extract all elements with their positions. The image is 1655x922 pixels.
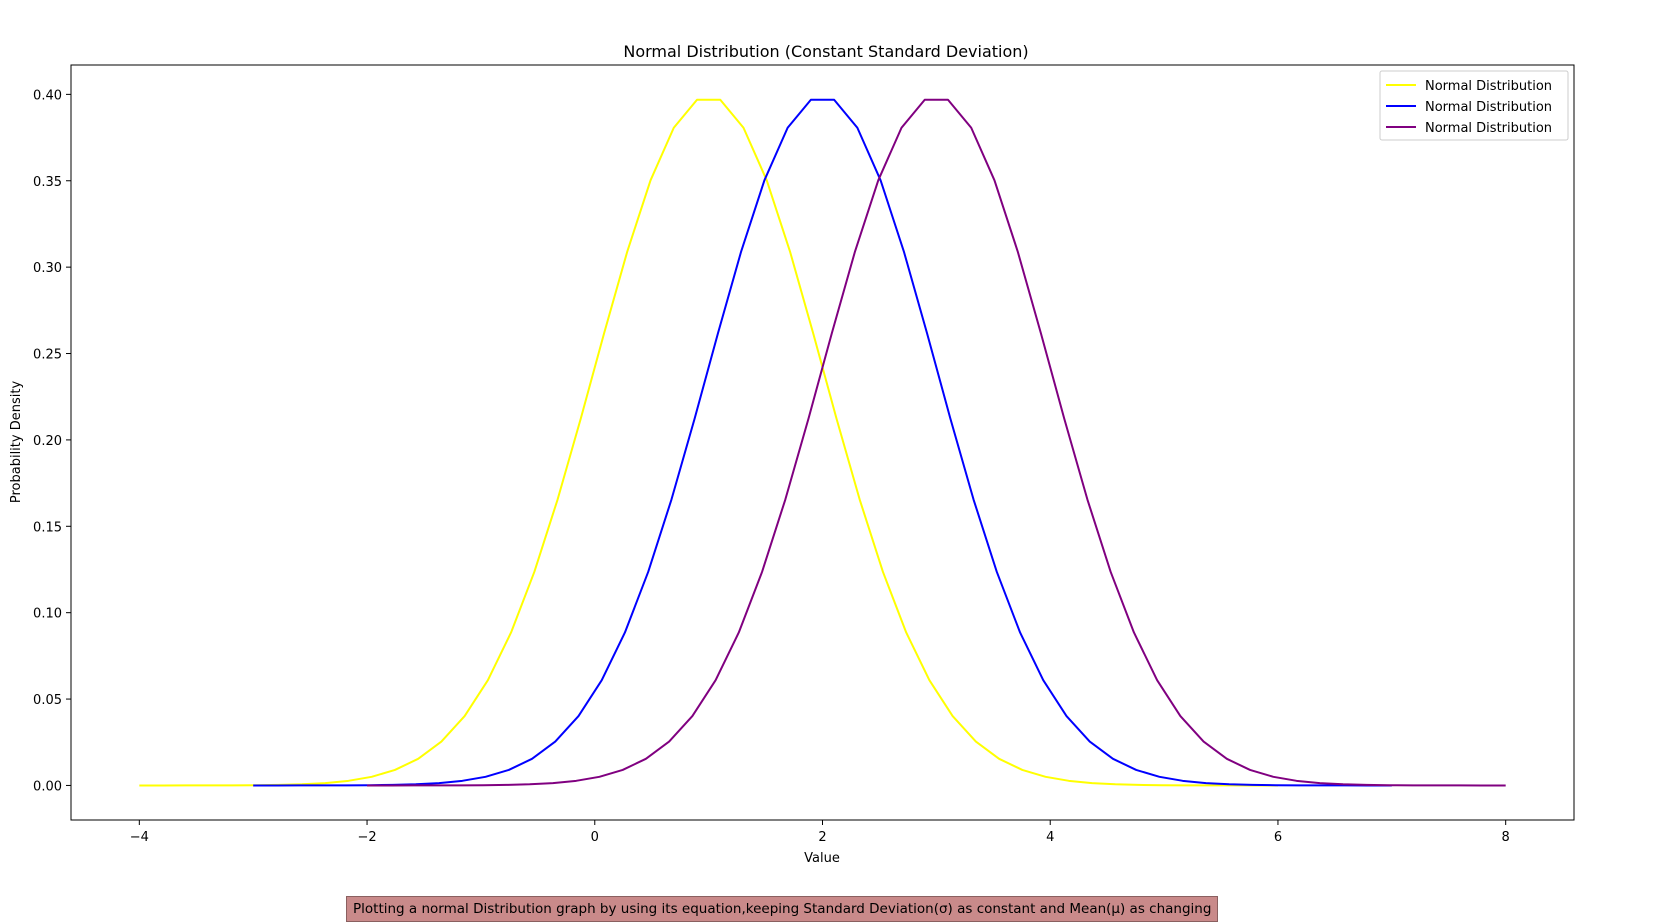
legend: Normal Distribution Normal Distribution … [1379,70,1569,141]
plot-area-frame [70,64,1575,821]
x-axis-ticks: −4 −2 0 2 4 6 8 [130,820,1510,845]
x-axis-label: Value [804,851,840,866]
legend-label-series-1: Normal Distribution [1425,79,1552,94]
y-tick-label: 0.40 [33,88,62,103]
y-axis-ticks: 0.00 0.05 0.10 0.15 0.20 0.25 0.30 0.35 0.40 [33,88,71,794]
y-axis-label: Probability Density [9,381,24,504]
x-tick-label: −4 [130,830,149,845]
series-line-3 [367,98,1506,787]
series-line-2 [253,98,1392,787]
legend-frame [1379,70,1569,141]
normal-distribution-chart: Normal Distribution (Constant Standard D… [9,42,1575,866]
y-tick-label: 0.20 [33,434,62,449]
y-tick-label: 0.05 [33,693,62,708]
x-tick-label: 0 [591,830,599,845]
x-tick-label: 2 [818,830,826,845]
y-tick-label: 0.15 [33,520,62,535]
y-tick-label: 0.30 [33,261,62,276]
series-lines [139,98,1506,787]
x-tick-label: 4 [1046,830,1054,845]
caption-box: Plotting a normal Distribution graph by … [346,896,1219,922]
legend-label-series-2: Normal Distribution [1425,100,1552,115]
x-tick-label: 8 [1502,830,1510,845]
legend-label-series-3: Normal Distribution [1425,121,1552,136]
chart-title: Normal Distribution (Constant Standard D… [623,42,1028,61]
y-tick-label: 0.35 [33,175,62,190]
x-tick-label: 6 [1274,830,1282,845]
y-tick-label: 0.00 [33,779,62,794]
y-tick-label: 0.10 [33,607,62,622]
y-tick-label: 0.25 [33,348,62,363]
x-tick-label: −2 [357,830,376,845]
series-line-1 [139,98,1278,787]
